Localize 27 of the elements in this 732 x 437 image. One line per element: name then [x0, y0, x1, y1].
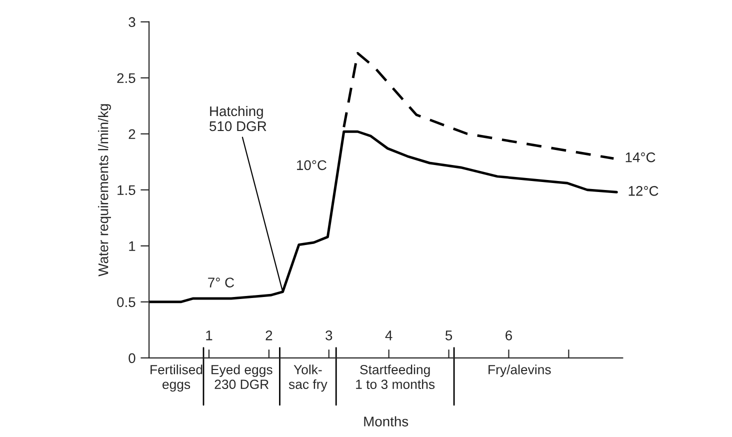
annotation: 10°C: [297, 160, 326, 170]
x-tick-label: 2: [266, 330, 272, 340]
x-tick-label: 1: [206, 330, 212, 340]
series-label: 12°C: [628, 186, 658, 196]
text: Eyed eggs 230 DGR: [212, 364, 272, 390]
y-tick-label: 0.5: [117, 297, 136, 308]
text: Startfeeding 1 to 3 months: [356, 364, 435, 390]
text: Yolk- sac fry: [288, 364, 328, 392]
text: Fertilised eggs: [150, 364, 202, 392]
y-tick-label: 2.5: [117, 73, 136, 84]
y-tick-label: 0: [128, 353, 136, 364]
annotation: 7° C: [208, 278, 234, 288]
x-tick-label: 6: [506, 330, 512, 340]
y-tick-label: 1.5: [118, 185, 136, 196]
line-series: [342, 52, 615, 160]
x-axis-title: Months: [364, 416, 408, 426]
x-tick-label: 5: [445, 330, 452, 340]
text: Fry/alevins: [488, 364, 551, 377]
x-tick-label: 4: [385, 330, 392, 340]
y-tick-label: 3: [128, 17, 136, 28]
line-series: [149, 130, 618, 304]
x-tick-label: 3: [326, 330, 332, 340]
y-tick-label: 2: [128, 129, 136, 139]
annotation: Hatching 510 DGR: [210, 106, 266, 132]
y-axis-title: Water requirements l/min/kg: [98, 104, 111, 276]
series-label: 14°C: [626, 152, 656, 162]
y-tick-label: 1: [129, 241, 136, 251]
